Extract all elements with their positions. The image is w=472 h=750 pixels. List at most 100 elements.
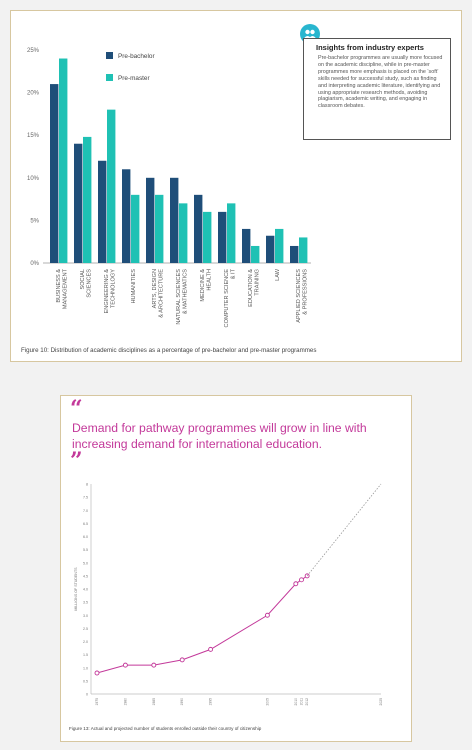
x-tick-label: BUSINESS & MANAGEMENT: [56, 268, 69, 309]
y-tick-label: 5.0: [83, 561, 88, 565]
projected-series-line: [306, 483, 382, 577]
x-tick-label: 2010: [294, 698, 298, 706]
bar-pre-master: [275, 228, 284, 263]
x-tick-label: 2005: [265, 698, 269, 706]
bar-pre-bachelor: [50, 84, 59, 263]
x-tick-label: 1975: [95, 698, 99, 706]
bar-pre-bachelor: [242, 228, 251, 263]
data-point: [264, 612, 270, 618]
x-tick-label: EDUCATION & TRAINING: [248, 269, 261, 307]
figure-13-caption: Figure 13: Actual and projected number o…: [69, 726, 262, 731]
x-tick-label: ARTS, DESIGN & ARCHITECTURE: [152, 269, 165, 318]
bar-pre-bachelor: [74, 143, 83, 263]
y-tick-label: 7.0: [83, 509, 88, 513]
close-quote-icon: ”: [70, 448, 83, 474]
data-point: [179, 657, 185, 663]
x-tick-label: LAW: [275, 268, 281, 281]
bar-pre-bachelor: [170, 177, 179, 263]
pull-quote: Demand for pathway programmes will grow …: [72, 421, 367, 451]
y-tick-label: 5%: [30, 218, 39, 224]
y-tick-label: 2.0: [83, 640, 88, 644]
y-tick-label: 3.0: [83, 614, 88, 618]
data-point: [94, 670, 100, 676]
x-tick-label-line: & MATHEMATICS: [182, 269, 188, 314]
open-quote-icon: “: [70, 396, 83, 422]
y-tick-label: 6.0: [83, 535, 88, 539]
bar-pre-master: [155, 194, 164, 263]
x-tick-label-line: SCIENCES: [86, 269, 92, 298]
y-tick-label: 1.5: [83, 653, 88, 657]
y-tick-label: 2.5: [83, 627, 88, 631]
bar-pre-master: [131, 194, 140, 263]
figure-10-caption: Figure 10: Distribution of academic disc…: [21, 347, 317, 354]
figure-10-panel: 0% 5% 10% 15% 20% 25% BUSINESS & MANAGEMENT SOCI…: [10, 10, 462, 362]
bar-pre-bachelor: [266, 235, 275, 263]
x-tick-label: COMPUTER SCIENCE & IT: [224, 268, 237, 327]
y-tick-label: 5.5: [83, 548, 88, 552]
insight-box: Insights from industry experts Pre-bache…: [303, 38, 451, 140]
actual-series-line: [96, 575, 308, 674]
x-tick-label-line: BUSINESS &: [56, 269, 62, 303]
x-tick-label: 2011: [299, 698, 303, 705]
x-tick-label: APPLIED SCIENCES & PROFESSIONS: [296, 269, 309, 323]
legend-swatch: [106, 52, 113, 59]
x-tick-label-line: HEALTH: [206, 269, 212, 291]
bar-chart: 0% 5% 10% 15% 20% 25% BUSINESS & MANAGEMENT SOCI…: [27, 48, 311, 327]
y-tick-label: 1.0: [83, 666, 88, 670]
line-chart: 0 0.5 1.0 1.5 2.0 2.5 3.0 3.5 4.0 4.5 5.0 5.5 6.0 6.5…: [74, 483, 383, 706]
x-tick-label-line: & PROFESSIONS: [302, 269, 308, 315]
y-tick-label: 8: [86, 483, 88, 487]
data-point: [299, 577, 304, 583]
x-tick-label: 1980: [123, 698, 127, 706]
x-tick-label-line: TECHNOLOGY: [110, 269, 116, 308]
x-tick-label-line: LAW: [275, 268, 281, 281]
x-tick-label-line: & ARCHITECTURE: [158, 269, 164, 318]
bar-pre-master: [59, 58, 68, 263]
bar-pre-master: [203, 211, 212, 263]
x-tick-label-line: MEDICINE &: [200, 269, 206, 302]
y-tick-label: 7.5: [83, 496, 88, 500]
bar-pre-bachelor: [98, 160, 107, 263]
x-tick-label-line: ENGINEERING &: [104, 269, 110, 314]
y-tick-label: 0: [86, 693, 88, 697]
data-point: [208, 646, 214, 652]
bar-pre-bachelor: [218, 211, 227, 263]
x-tick-label-line: EDUCATION &: [248, 269, 254, 307]
bar-pre-bachelor: [194, 194, 203, 263]
y-tick-label: 10%: [27, 176, 40, 182]
y-tick-label: 25%: [27, 48, 40, 54]
x-tick-label: 2025: [379, 698, 383, 706]
y-axis-label: MILLIONS OF STUDENTS: [74, 567, 78, 611]
bar-pre-bachelor: [146, 177, 155, 263]
x-tick-label-line: TRAINING: [254, 269, 260, 296]
y-tick-label: 6.5: [83, 522, 88, 526]
bar-pre-master: [227, 203, 236, 263]
data-point: [151, 662, 157, 668]
x-tick-label-line: COMPUTER SCIENCE: [224, 269, 230, 328]
bar-pre-master: [251, 245, 260, 263]
x-tick-label: 1985: [152, 698, 156, 706]
y-tick-label: 3.5: [83, 601, 88, 605]
x-tick-label: 1990: [180, 698, 184, 706]
x-tick-label: HUMANITIES: [131, 269, 137, 304]
bar-pre-master: [179, 203, 188, 263]
legend-swatch: [106, 74, 113, 81]
x-tick-label-line: HUMANITIES: [131, 269, 137, 304]
bar-pre-bachelor: [122, 169, 131, 263]
data-point: [293, 581, 299, 587]
figure-13-panel: 0 0.5 1.0 1.5 2.0 2.5 3.0 3.5 4.0 4.5 5.0 5.5 6.0 6.5…: [60, 395, 412, 742]
y-tick-label: 15%: [27, 133, 40, 139]
x-tick-label: 2012: [305, 698, 309, 706]
legend-label: Pre-bachelor: [118, 53, 155, 60]
x-tick-label-line: MANAGEMENT: [62, 268, 68, 309]
y-tick-label: 4.5: [83, 574, 88, 578]
bar-pre-master: [83, 136, 92, 263]
x-tick-label-line: ARTS, DESIGN: [152, 269, 158, 308]
x-tick-label: ENGINEERING & TECHNOLOGY: [104, 269, 117, 314]
x-tick-label: SOCIAL SCIENCES: [80, 269, 93, 298]
y-tick-label: 0.5: [83, 679, 88, 683]
y-tick-label: 20%: [27, 91, 40, 97]
x-tick-label-line: & IT: [230, 268, 236, 279]
bar-pre-master: [299, 237, 308, 263]
x-tick-label-line: SOCIAL: [80, 269, 86, 290]
